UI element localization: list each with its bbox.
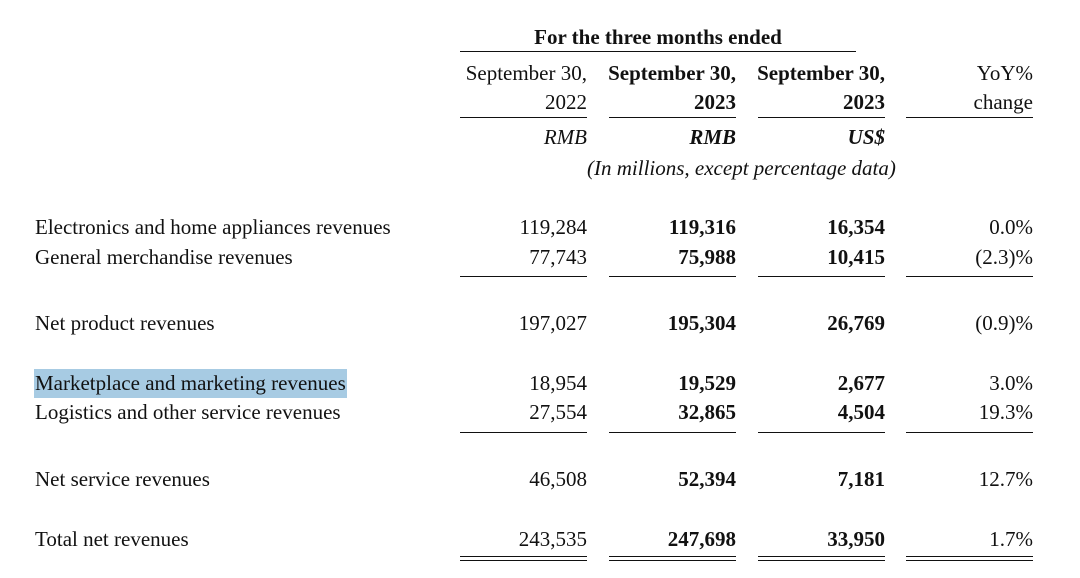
selected-text-highlight[interactable]: Marketplace and marketing revenues bbox=[34, 369, 347, 398]
units-note: (In millions, except percentage data) bbox=[587, 156, 896, 180]
row-label-total-net: Total net revenues bbox=[35, 527, 189, 551]
cell-r4-c2: 32,865 bbox=[678, 400, 736, 424]
col1-header-line1: September 30, bbox=[465, 61, 587, 85]
period-title: For the three months ended bbox=[534, 25, 782, 49]
col1-header-rule bbox=[460, 117, 587, 118]
col2-header-line1: September 30, bbox=[608, 61, 736, 85]
cell-r5-c1: 46,508 bbox=[529, 467, 587, 491]
subtotal-rule bbox=[758, 432, 885, 433]
cell-r4-c3: 4,504 bbox=[837, 400, 885, 424]
cell-r2-c4: (0.9)% bbox=[975, 311, 1033, 335]
row-label-general-merchandise: General merchandise revenues bbox=[35, 245, 293, 269]
subtotal-rule bbox=[609, 432, 736, 433]
col1-header-line2: 2022 bbox=[545, 90, 587, 114]
total-double-rule bbox=[758, 556, 885, 561]
cell-r5-c3: 7,181 bbox=[837, 467, 885, 491]
row-label-net-service: Net service revenues bbox=[35, 467, 210, 491]
cell-r3-c2: 19,529 bbox=[678, 371, 736, 395]
cell-r4-c4: 19.3% bbox=[978, 400, 1033, 424]
col3-currency: US$ bbox=[847, 125, 885, 149]
total-double-rule bbox=[609, 556, 736, 561]
cell-r6-c4: 1.7% bbox=[989, 527, 1033, 551]
row-label-marketplace: Marketplace and marketing revenues bbox=[34, 369, 347, 398]
subtotal-rule bbox=[609, 276, 736, 277]
cell-r6-c2: 247,698 bbox=[667, 527, 736, 551]
col3-header-line2: 2023 bbox=[843, 90, 885, 114]
cell-r3-c4: 3.0% bbox=[989, 371, 1033, 395]
cell-r2-c2: 195,304 bbox=[667, 311, 736, 335]
subtotal-rule bbox=[460, 432, 587, 433]
cell-r5-c4: 12.7% bbox=[978, 467, 1033, 491]
cell-r1-c4: (2.3)% bbox=[975, 245, 1033, 269]
col2-header-line2: 2023 bbox=[694, 90, 736, 114]
period-title-rule bbox=[460, 51, 856, 52]
cell-r5-c2: 52,394 bbox=[678, 467, 736, 491]
col3-header-rule bbox=[758, 117, 885, 118]
cell-r0-c1: 119,284 bbox=[519, 215, 587, 239]
total-double-rule bbox=[460, 556, 587, 561]
total-double-rule bbox=[906, 556, 1033, 561]
cell-r3-c1: 18,954 bbox=[529, 371, 587, 395]
col4-header-line1: YoY% bbox=[976, 61, 1033, 85]
col1-currency: RMB bbox=[543, 125, 587, 149]
row-label-electronics: Electronics and home appliances revenues bbox=[35, 215, 391, 239]
cell-r2-c3: 26,769 bbox=[827, 311, 885, 335]
cell-r6-c1: 243,535 bbox=[518, 527, 587, 551]
cell-r0-c4: 0.0% bbox=[989, 215, 1033, 239]
cell-r1-c3: 10,415 bbox=[827, 245, 885, 269]
cell-r1-c1: 77,743 bbox=[529, 245, 587, 269]
cell-r4-c1: 27,554 bbox=[529, 400, 587, 424]
col3-header-line1: September 30, bbox=[757, 61, 885, 85]
cell-r1-c2: 75,988 bbox=[678, 245, 736, 269]
col2-header-rule bbox=[609, 117, 736, 118]
subtotal-rule bbox=[758, 276, 885, 277]
cell-r6-c3: 33,950 bbox=[827, 527, 885, 551]
subtotal-rule bbox=[906, 276, 1033, 277]
col4-header-rule bbox=[906, 117, 1033, 118]
cell-r0-c3: 16,354 bbox=[827, 215, 885, 239]
col2-currency: RMB bbox=[689, 125, 736, 149]
col4-header-line2: change bbox=[973, 90, 1033, 114]
row-label-net-product: Net product revenues bbox=[35, 311, 215, 335]
cell-r0-c2: 119,316 bbox=[668, 215, 736, 239]
row-label-logistics: Logistics and other service revenues bbox=[35, 400, 341, 424]
cell-r2-c1: 197,027 bbox=[518, 311, 587, 335]
subtotal-rule bbox=[460, 276, 587, 277]
subtotal-rule bbox=[906, 432, 1033, 433]
cell-r3-c3: 2,677 bbox=[837, 371, 885, 395]
